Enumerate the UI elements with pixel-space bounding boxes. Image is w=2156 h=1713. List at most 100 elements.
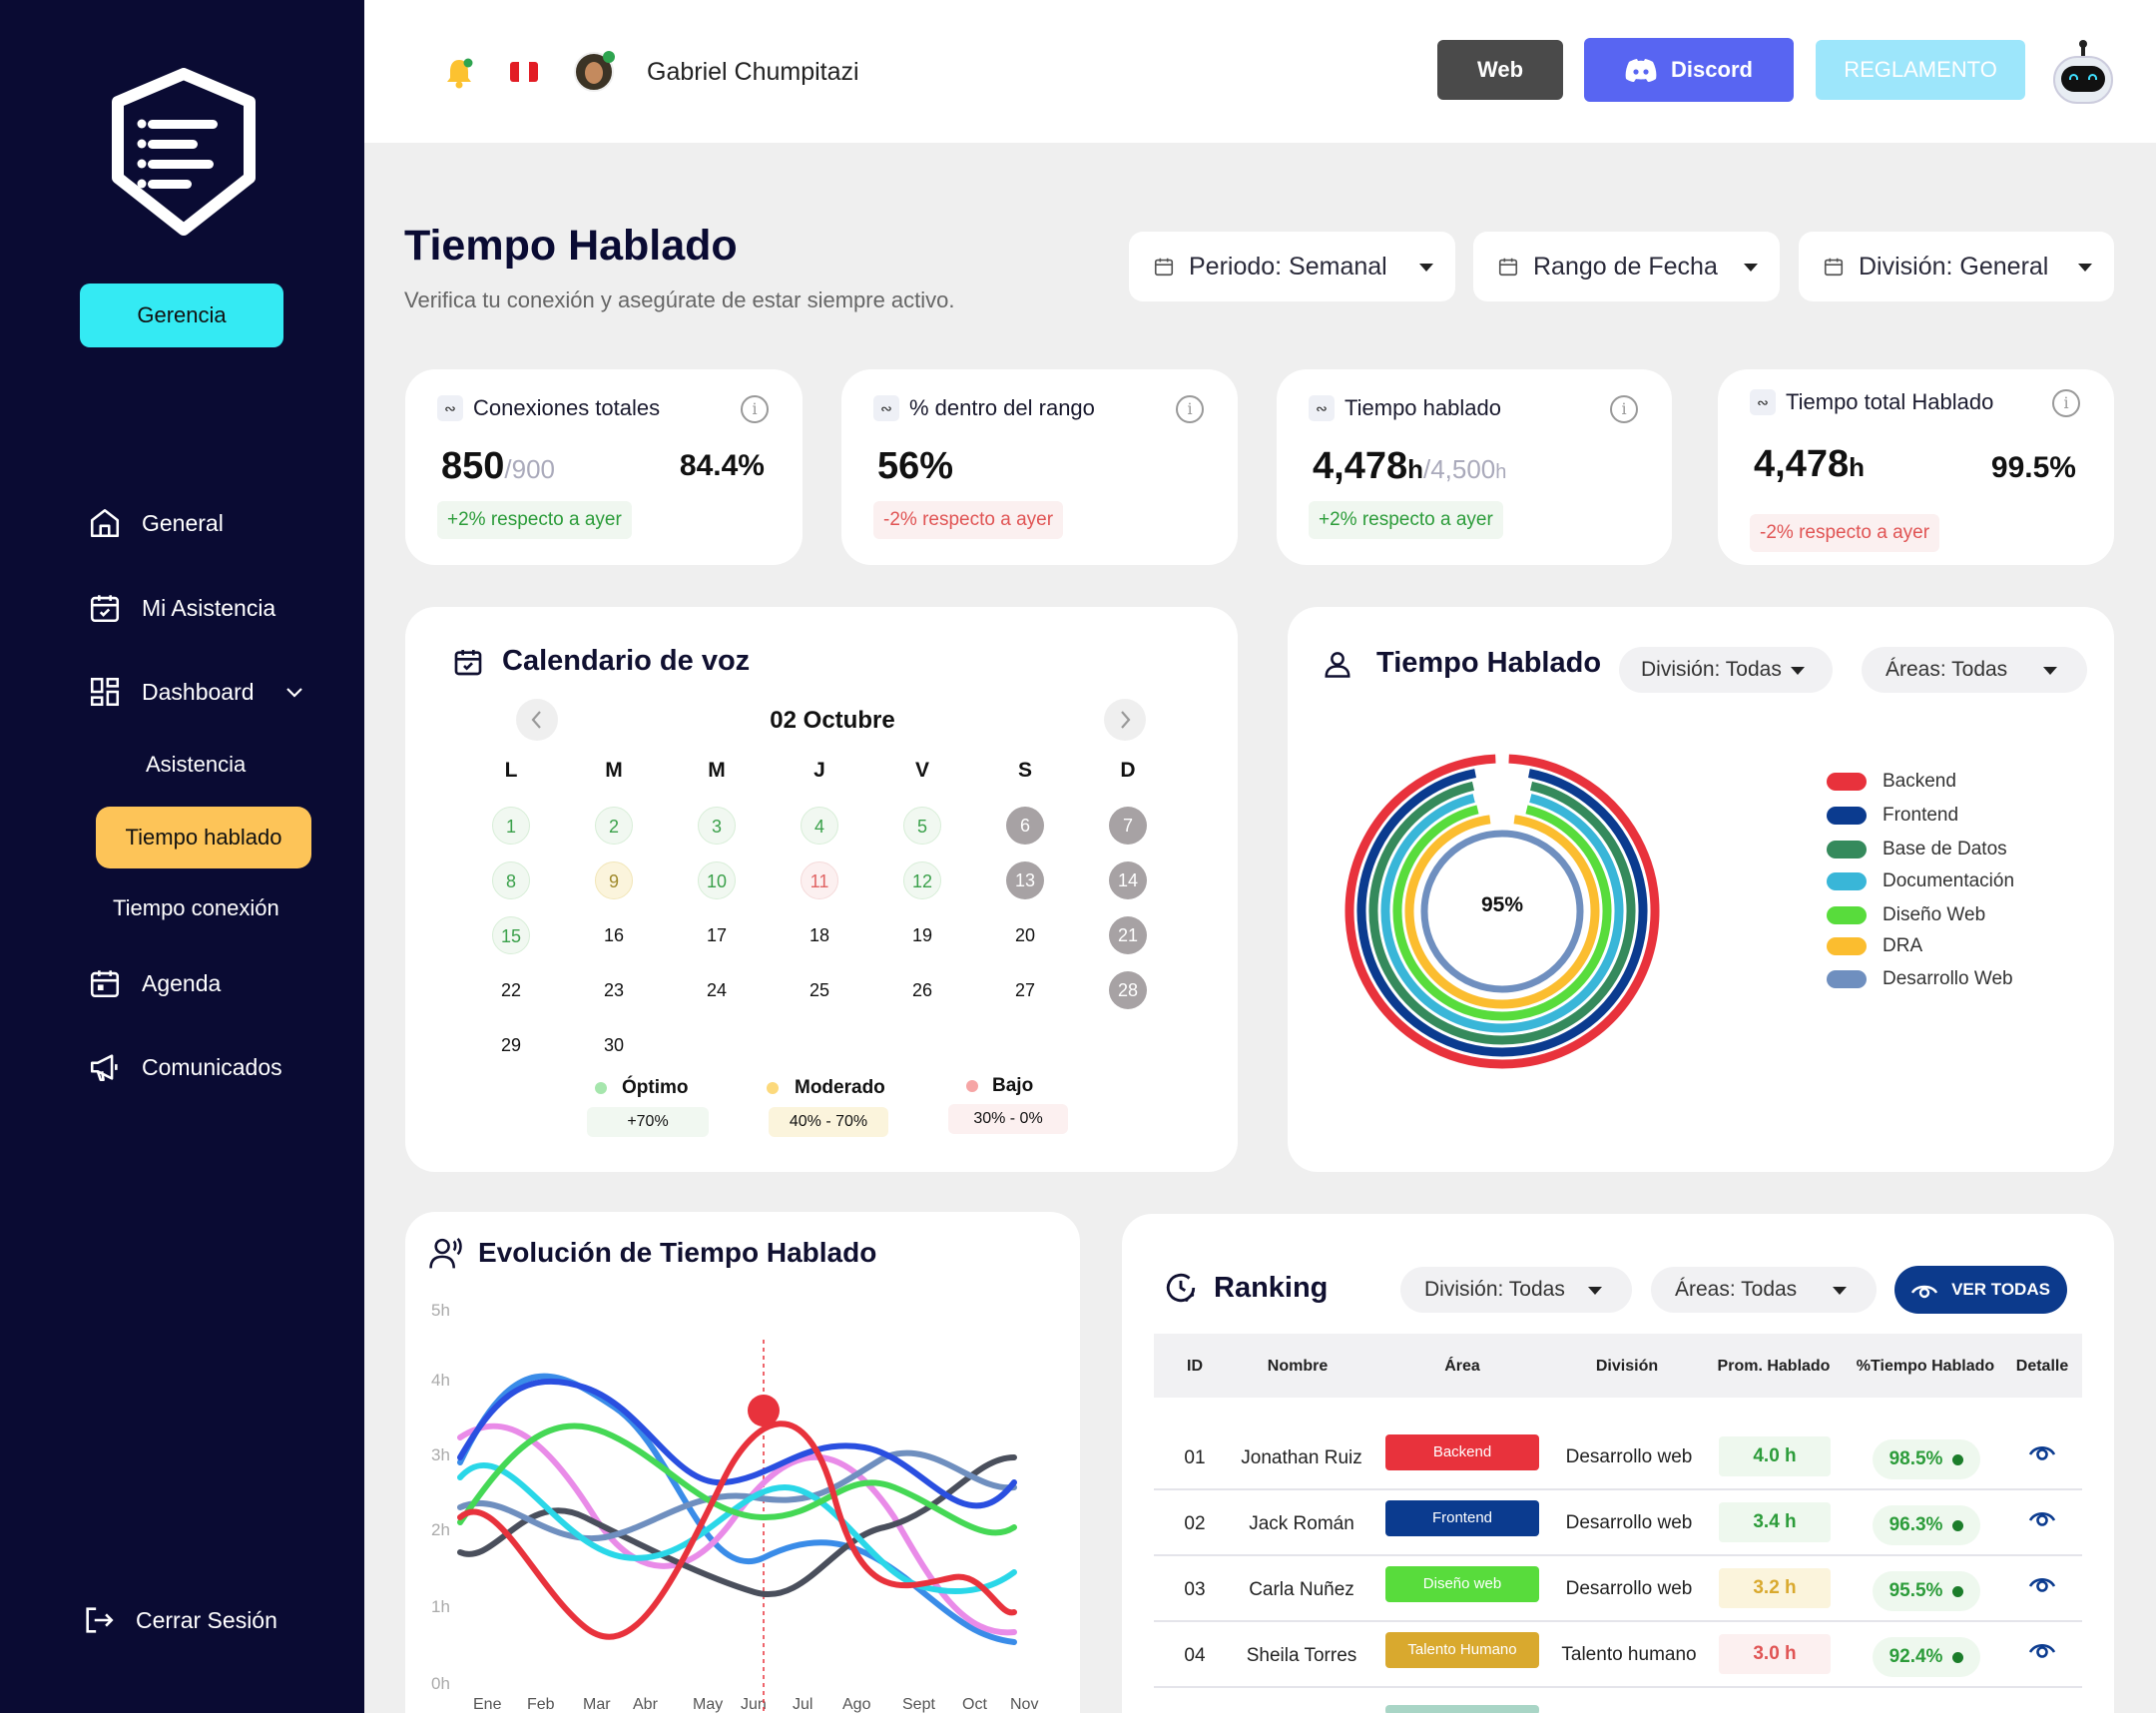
web-button[interactable]: Web: [1437, 40, 1563, 100]
row-pct-badge: 95.5%: [1873, 1571, 1980, 1611]
user-voice-icon: [429, 1237, 462, 1269]
notification-bell-icon[interactable]: [444, 56, 474, 90]
page-title: Tiempo Hablado: [404, 222, 738, 270]
division-dropdown[interactable]: División: General: [1799, 232, 2114, 301]
calendar-day[interactable]: 15: [492, 916, 530, 954]
calendar-day[interactable]: 19: [911, 925, 933, 945]
series-line-8[interactable]: [457, 1421, 1017, 1640]
calendar-day[interactable]: 26: [911, 980, 933, 1000]
calendar-day[interactable]: 11: [801, 861, 838, 899]
user-name: Gabriel Chumpitazi: [647, 58, 859, 86]
robot-assistant-icon[interactable]: [2051, 40, 2115, 106]
eye-icon[interactable]: [2028, 1440, 2056, 1460]
col-id: ID: [1187, 1358, 1203, 1375]
division-dropdown-label: División: General: [1859, 252, 2049, 281]
donut-area-filter[interactable]: Áreas: Todas: [1862, 647, 2087, 693]
kpi-change-badge: -2% respecto a ayer: [873, 501, 1064, 539]
nav-sub-asistencia[interactable]: Asistencia: [146, 752, 247, 777]
highlight-point[interactable]: [748, 1395, 780, 1427]
donut-ring-documentación[interactable]: [1380, 794, 1624, 1033]
nav-sub-tiempo-conexion[interactable]: Tiempo conexión: [113, 895, 279, 920]
series-line-7[interactable]: [457, 1378, 1017, 1509]
calendar-day[interactable]: 21: [1109, 916, 1147, 954]
series-line-4[interactable]: [457, 1449, 1017, 1542]
role-button[interactable]: Gerencia: [80, 284, 283, 347]
ranking-division-filter[interactable]: División: Todas: [1400, 1267, 1632, 1313]
series-line-5[interactable]: [457, 1461, 1017, 1595]
col-division: División: [1595, 1358, 1659, 1375]
kpi-change-badge: +2% respecto a ayer: [1309, 501, 1503, 539]
calendar-day[interactable]: 5: [903, 807, 941, 845]
calendar-day[interactable]: 18: [808, 925, 830, 945]
user-avatar[interactable]: [574, 51, 615, 92]
y-tick-label: 1h: [431, 1597, 450, 1616]
col-detail: Detalle: [2015, 1358, 2069, 1375]
info-icon[interactable]: i: [1176, 395, 1204, 423]
donut-ring-dra[interactable]: [1404, 815, 1600, 1009]
nav-mi-asistencia[interactable]: Mi Asistencia: [88, 591, 275, 625]
calendar-day[interactable]: 9: [595, 861, 633, 899]
donut-legend-item: Frontend: [1827, 805, 1958, 827]
eye-icon[interactable]: [2028, 1638, 2056, 1658]
row-area-tag: Frontend: [1385, 1500, 1539, 1536]
info-icon[interactable]: i: [2052, 389, 2080, 417]
calendar-day[interactable]: 10: [698, 861, 736, 899]
nav-comunicados[interactable]: Comunicados: [88, 1050, 282, 1084]
donut-ring-desarrollo-web[interactable]: [1420, 830, 1584, 993]
donut-title: Tiempo Hablado: [1376, 647, 1602, 679]
calendar-day[interactable]: 28: [1109, 971, 1147, 1009]
calendar-day[interactable]: 3: [698, 807, 736, 845]
calendar-day[interactable]: 1: [492, 807, 530, 845]
calendar-day[interactable]: 4: [801, 807, 838, 845]
calendar-day[interactable]: 12: [903, 861, 941, 899]
calendar-day[interactable]: 23: [603, 980, 625, 1000]
ranking-area-filter[interactable]: Áreas: Todas: [1651, 1267, 1877, 1313]
calendar-day[interactable]: 24: [706, 980, 728, 1000]
calendar-day[interactable]: 2: [595, 807, 633, 845]
calendar-day[interactable]: 29: [500, 1035, 522, 1055]
series-line-6[interactable]: [457, 1423, 1017, 1536]
nav-agenda[interactable]: Agenda: [88, 966, 221, 1000]
series-line-2[interactable]: [457, 1423, 1017, 1636]
date-range-dropdown[interactable]: Rango de Fecha: [1473, 232, 1780, 301]
legend-moderate-label: Moderado: [795, 1077, 885, 1098]
series-line-3[interactable]: [457, 1454, 1017, 1597]
calendar-day[interactable]: 22: [500, 980, 522, 1000]
donut-division-filter[interactable]: División: Todas: [1619, 647, 1833, 693]
nav-general[interactable]: General: [88, 506, 224, 540]
eye-icon[interactable]: [2028, 1506, 2056, 1526]
kpi-title: % dentro del rango: [909, 395, 1095, 420]
calendar-day[interactable]: 17: [706, 925, 728, 945]
eye-icon[interactable]: [2028, 1572, 2056, 1592]
peru-flag-icon[interactable]: [510, 62, 538, 82]
series-line-1[interactable]: [457, 1373, 1017, 1645]
calendar-day[interactable]: 20: [1014, 925, 1036, 945]
calendar-day[interactable]: 13: [1006, 861, 1044, 899]
calendar-day[interactable]: 14: [1109, 861, 1147, 899]
logout-button[interactable]: Cerrar Sesión: [82, 1603, 277, 1637]
calendar-day[interactable]: 16: [603, 925, 625, 945]
calendar-day[interactable]: 8: [492, 861, 530, 899]
rules-button[interactable]: REGLAMENTO: [1816, 40, 2025, 100]
nav-sub-tiempo-hablado[interactable]: Tiempo hablado: [96, 807, 311, 868]
prev-month-button[interactable]: [516, 699, 558, 741]
calendar-day[interactable]: 27: [1014, 980, 1036, 1000]
row-id: 02: [1184, 1513, 1206, 1534]
calendar-day[interactable]: 6: [1006, 807, 1044, 845]
period-dropdown[interactable]: Periodo: Semanal: [1129, 232, 1455, 301]
calendar-day[interactable]: 25: [808, 980, 830, 1000]
donut-ring-frontend[interactable]: [1356, 769, 1648, 1057]
discord-button[interactable]: Discord: [1584, 38, 1794, 102]
nav-dashboard[interactable]: Dashboard: [88, 675, 306, 709]
donut-ring-base-de-datos[interactable]: [1368, 781, 1636, 1045]
kpi-value-unit: h: [1849, 452, 1865, 482]
donut-ring-diseño-web[interactable]: [1392, 805, 1612, 1021]
next-month-button[interactable]: [1104, 699, 1146, 741]
kpi-value: 4,478h/4,500h: [1313, 445, 1506, 488]
info-icon[interactable]: i: [1610, 395, 1638, 423]
view-all-button[interactable]: VER TODAS: [1894, 1266, 2067, 1314]
calendar-day[interactable]: 7: [1109, 807, 1147, 845]
info-icon[interactable]: i: [741, 395, 769, 423]
calendar-day[interactable]: 30: [603, 1035, 625, 1055]
donut-ring-backend[interactable]: [1345, 754, 1660, 1069]
